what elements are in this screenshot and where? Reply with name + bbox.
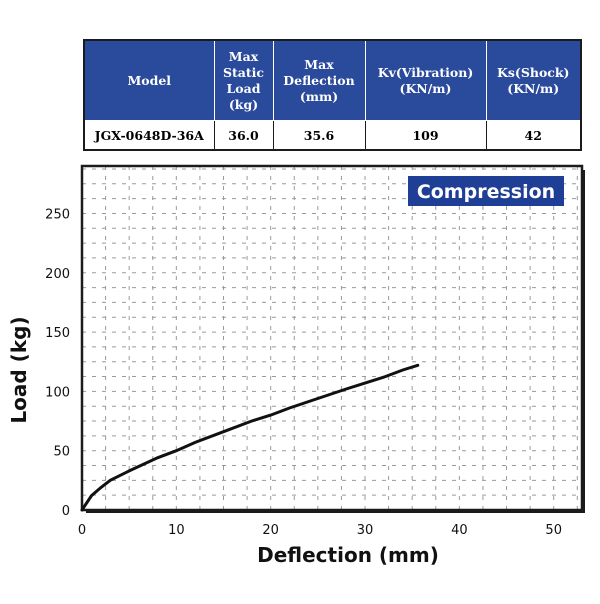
y-tick-label: 0 xyxy=(62,504,70,519)
x-tick-label: 10 xyxy=(168,523,185,538)
header-max-deflection: Max Deflection (mm) xyxy=(272,39,366,121)
spec-header-row: Model Max Static Load (kg) Max Deflectio… xyxy=(83,39,582,121)
header-ks-shock: Ks(Shock) (KN/m) xyxy=(485,39,582,121)
tick-labels: 0 10 20 30 40 50 0 50 100 150 200 250 xyxy=(45,207,562,538)
plot-frame-shadow-bottom xyxy=(86,510,585,513)
x-axis-label: Deflection (mm) xyxy=(257,543,439,567)
chart-title-badge xyxy=(408,176,564,206)
chart-title: Compression xyxy=(417,181,555,203)
chart-container: 0 10 20 30 40 50 0 50 100 150 200 250 Compression D… xyxy=(0,155,600,600)
header-max-static-load: Max Static Load (kg) xyxy=(213,39,274,121)
x-tick-label: 40 xyxy=(451,523,468,538)
table-row: JGX-0648D-36A 36.0 35.6 109 42 xyxy=(83,120,582,151)
cell-ks-shock: 42 xyxy=(485,120,582,151)
cell-max-static-load: 36.0 xyxy=(213,120,274,151)
y-tick-label: 100 xyxy=(45,385,70,400)
load-deflection-chart: 0 10 20 30 40 50 0 50 100 150 200 250 Compression D… xyxy=(7,164,585,567)
x-tick-label: 20 xyxy=(262,523,279,538)
grid-layer xyxy=(82,166,582,510)
cell-max-deflection: 35.6 xyxy=(272,120,366,151)
cell-kv-vibration: 109 xyxy=(364,120,487,151)
y-tick-label: 250 xyxy=(45,207,70,222)
load-curve xyxy=(80,363,420,512)
y-axis-label: Load (kg) xyxy=(7,316,31,423)
x-tick-label: 50 xyxy=(545,523,562,538)
spec-table: Model Max Static Load (kg) Max Deflectio… xyxy=(83,39,582,151)
header-model: Model xyxy=(83,39,215,121)
cell-model: JGX-0648D-36A xyxy=(83,120,215,151)
x-tick-label: 30 xyxy=(357,523,374,538)
y-tick-label: 150 xyxy=(45,326,70,341)
x-tick-label: 0 xyxy=(78,523,86,538)
y-tick-label: 50 xyxy=(53,445,70,460)
y-tick-label: 200 xyxy=(45,267,70,282)
plot-frame-shadow-right xyxy=(582,170,585,513)
header-kv-vibration: Kv(Vibration) (KN/m) xyxy=(364,39,487,121)
